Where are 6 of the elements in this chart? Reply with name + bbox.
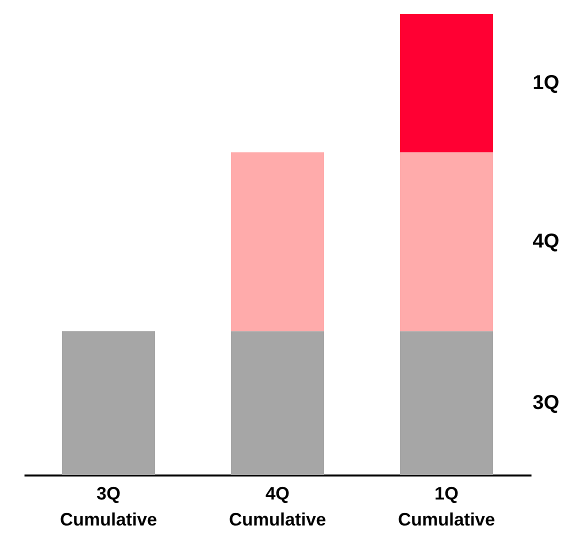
x-tick-label: 1Q Cumulative (398, 484, 496, 530)
x-tick-label: 3Q Cumulative (60, 484, 158, 530)
series-label: 4Q (532, 230, 560, 253)
x-tick-label: 4Q Cumulative (228, 484, 326, 530)
series-label: 1Q (532, 72, 560, 94)
series-label: 3Q (532, 392, 560, 414)
